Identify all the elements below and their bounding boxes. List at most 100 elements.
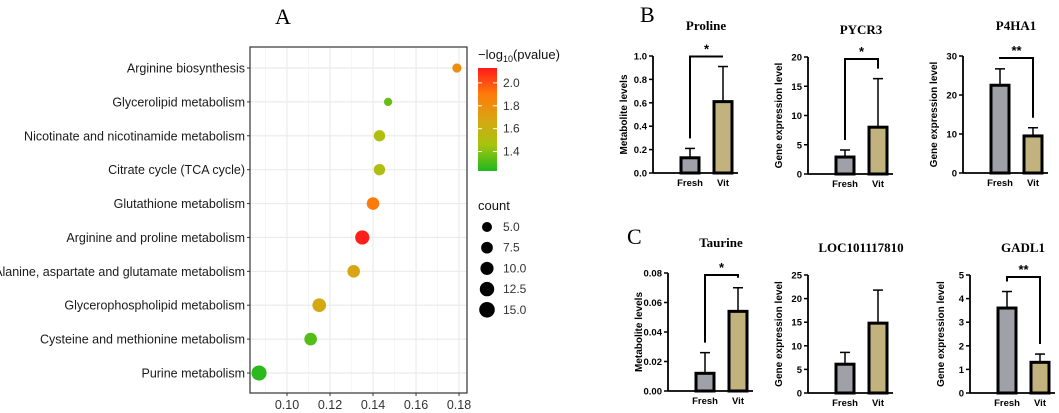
bar-chart-p4ha1: P4HA1 Gene expression level Fresh Vit 0 10 20 3… [929, 18, 1048, 189]
x-tick-label: Vit [717, 178, 730, 189]
data-point [383, 97, 393, 107]
chart-title: GADL1 [1001, 240, 1045, 255]
y-tick-label: Alanine, aspartate and glutamate metabol… [0, 265, 245, 279]
x-tick-label: 0.14 [361, 398, 385, 412]
y-tick-label: 15 [791, 318, 802, 329]
x-tick-label: 0.18 [447, 398, 471, 412]
enrichment-dot-plot: Arginine biosynthesis Glycerolipid metabo… [0, 46, 560, 412]
bar-vit [727, 309, 749, 393]
colorbar-tick-label: 1.6 [503, 122, 520, 136]
x-tick-label: 0.16 [404, 398, 428, 412]
chart-title: PYCR3 [840, 22, 883, 37]
significance-marker: * [859, 44, 865, 59]
x-tick-label: 0.12 [318, 398, 342, 412]
y-tick-label: Cysteine and methionine metabolism [40, 333, 245, 347]
y-axis-label: Gene expression level [936, 281, 947, 387]
chart-title: P4HA1 [996, 18, 1036, 33]
y-tick-label: Nicotinate and nicotinamide metabolism [24, 129, 245, 143]
bar-vit [712, 100, 734, 175]
legend-title-subscript: 10 [503, 54, 513, 64]
y-tick-label: 5 [797, 365, 803, 376]
significance-bracket [999, 57, 1034, 118]
size-legend-label: 7.5 [503, 241, 520, 255]
bar-chart-loc101117810: LOC101117810 Gene expression level Fresh Vi… [774, 240, 904, 409]
y-tick-label: 20 [791, 53, 802, 64]
y-tick-label: 0.0 [634, 169, 647, 180]
y-axis-label: Metabolite levels [634, 292, 645, 372]
y-tick-label: 10 [791, 111, 802, 122]
x-tick-label: Fresh [692, 396, 718, 407]
y-tick-label: 0 [797, 170, 802, 181]
data-point [373, 130, 386, 142]
y-tick-label: Glycerolipid metabolism [112, 95, 245, 109]
bar-fresh [989, 83, 1011, 175]
data-point [251, 365, 267, 381]
y-tick-label: Arginine biosynthesis [127, 62, 245, 76]
bar-chart-pycr3: PYCR3 Gene expression level Fresh Vit 0 5 10 15… [774, 22, 893, 190]
data-point [304, 332, 317, 346]
y-axis-label: Gene expression level [774, 281, 785, 387]
bar-vit [867, 321, 889, 395]
y-tick-label: 10 [946, 130, 957, 141]
y-tick-label: 0.00 [644, 387, 663, 398]
y-tick-label: 4 [959, 294, 965, 305]
chart-title: Taurine [699, 235, 743, 250]
y-tick-label: Citrate cycle (TCA cycle) [108, 163, 245, 177]
y-tick-label: 30 [946, 52, 957, 63]
y-tick-label: 0 [952, 169, 957, 180]
y-tick-label: 25 [791, 271, 802, 282]
y-axis-label: Gene expression level [774, 62, 785, 168]
significance-marker: ** [1011, 43, 1022, 58]
y-tick-label: 1.0 [634, 52, 647, 63]
y-tick-label: 10 [791, 341, 802, 352]
bar-vit [1022, 134, 1044, 175]
y-tick-label: 0.08 [644, 269, 663, 280]
data-point [347, 265, 360, 278]
chart-title: LOC101117810 [818, 240, 903, 255]
significance-marker: ** [1018, 262, 1029, 277]
y-tick-label: Glutathione metabolism [114, 197, 245, 211]
y-tick-label: Glycerophospholipid metabolism [64, 299, 245, 313]
size-legend-label: 12.5 [503, 282, 527, 296]
y-tick-label: 1 [959, 365, 965, 376]
y-tick-label: 0.04 [644, 328, 663, 339]
x-tick-label: Fresh [994, 398, 1020, 409]
size-legend-dot [479, 302, 495, 318]
legend-title-part: −log [478, 47, 503, 62]
y-tick-label: 15 [791, 82, 802, 93]
y-tick-label: 20 [791, 294, 802, 305]
size-legend-label: 5.0 [503, 220, 520, 234]
x-tick-label: Fresh [677, 178, 703, 189]
data-point [373, 163, 386, 176]
bar-fresh [834, 362, 856, 395]
significance-bracket [844, 58, 879, 141]
chart-title: Proline [686, 18, 726, 33]
bar-chart-proline: Proline Metabolite levels Fresh Vit 0.0 0.2 0.… [619, 18, 738, 189]
bar-chart-gadl1: GADL1 Gene expression level Fresh Vit 0 1 2 3 4 5… [936, 240, 1055, 409]
data-point [366, 197, 380, 210]
y-tick-label: 0.6 [634, 98, 647, 109]
y-tick-label: 0.02 [644, 357, 663, 368]
colorbar [478, 68, 497, 171]
size-legend-label: 15.0 [503, 303, 527, 317]
significance-bracket [689, 55, 723, 139]
y-tick-label: 0.06 [644, 298, 663, 309]
x-tick-label: 0.10 [275, 398, 299, 412]
bar-fresh [694, 371, 716, 393]
size-legend-dot [480, 261, 494, 275]
x-tick-label: Fresh [832, 398, 858, 409]
color-legend-title: −log10(pvalue) [478, 47, 560, 64]
y-tick-label: Arginine and proline metabolism [66, 231, 245, 245]
y-tick-label: 0.8 [634, 75, 647, 86]
legend-title-part: (pvalue) [513, 47, 560, 62]
plot-background [250, 47, 467, 393]
x-tick-label: Vit [732, 396, 745, 407]
y-axis-label: Metabolite levels [619, 74, 630, 154]
significance-bracket [704, 274, 739, 343]
size-legend-label: 10.0 [503, 261, 527, 275]
y-tick-label: 20 [946, 91, 957, 102]
bar-vit [867, 125, 889, 176]
x-tick-label: Vit [872, 179, 885, 190]
y-tick-label: 5 [797, 140, 803, 151]
